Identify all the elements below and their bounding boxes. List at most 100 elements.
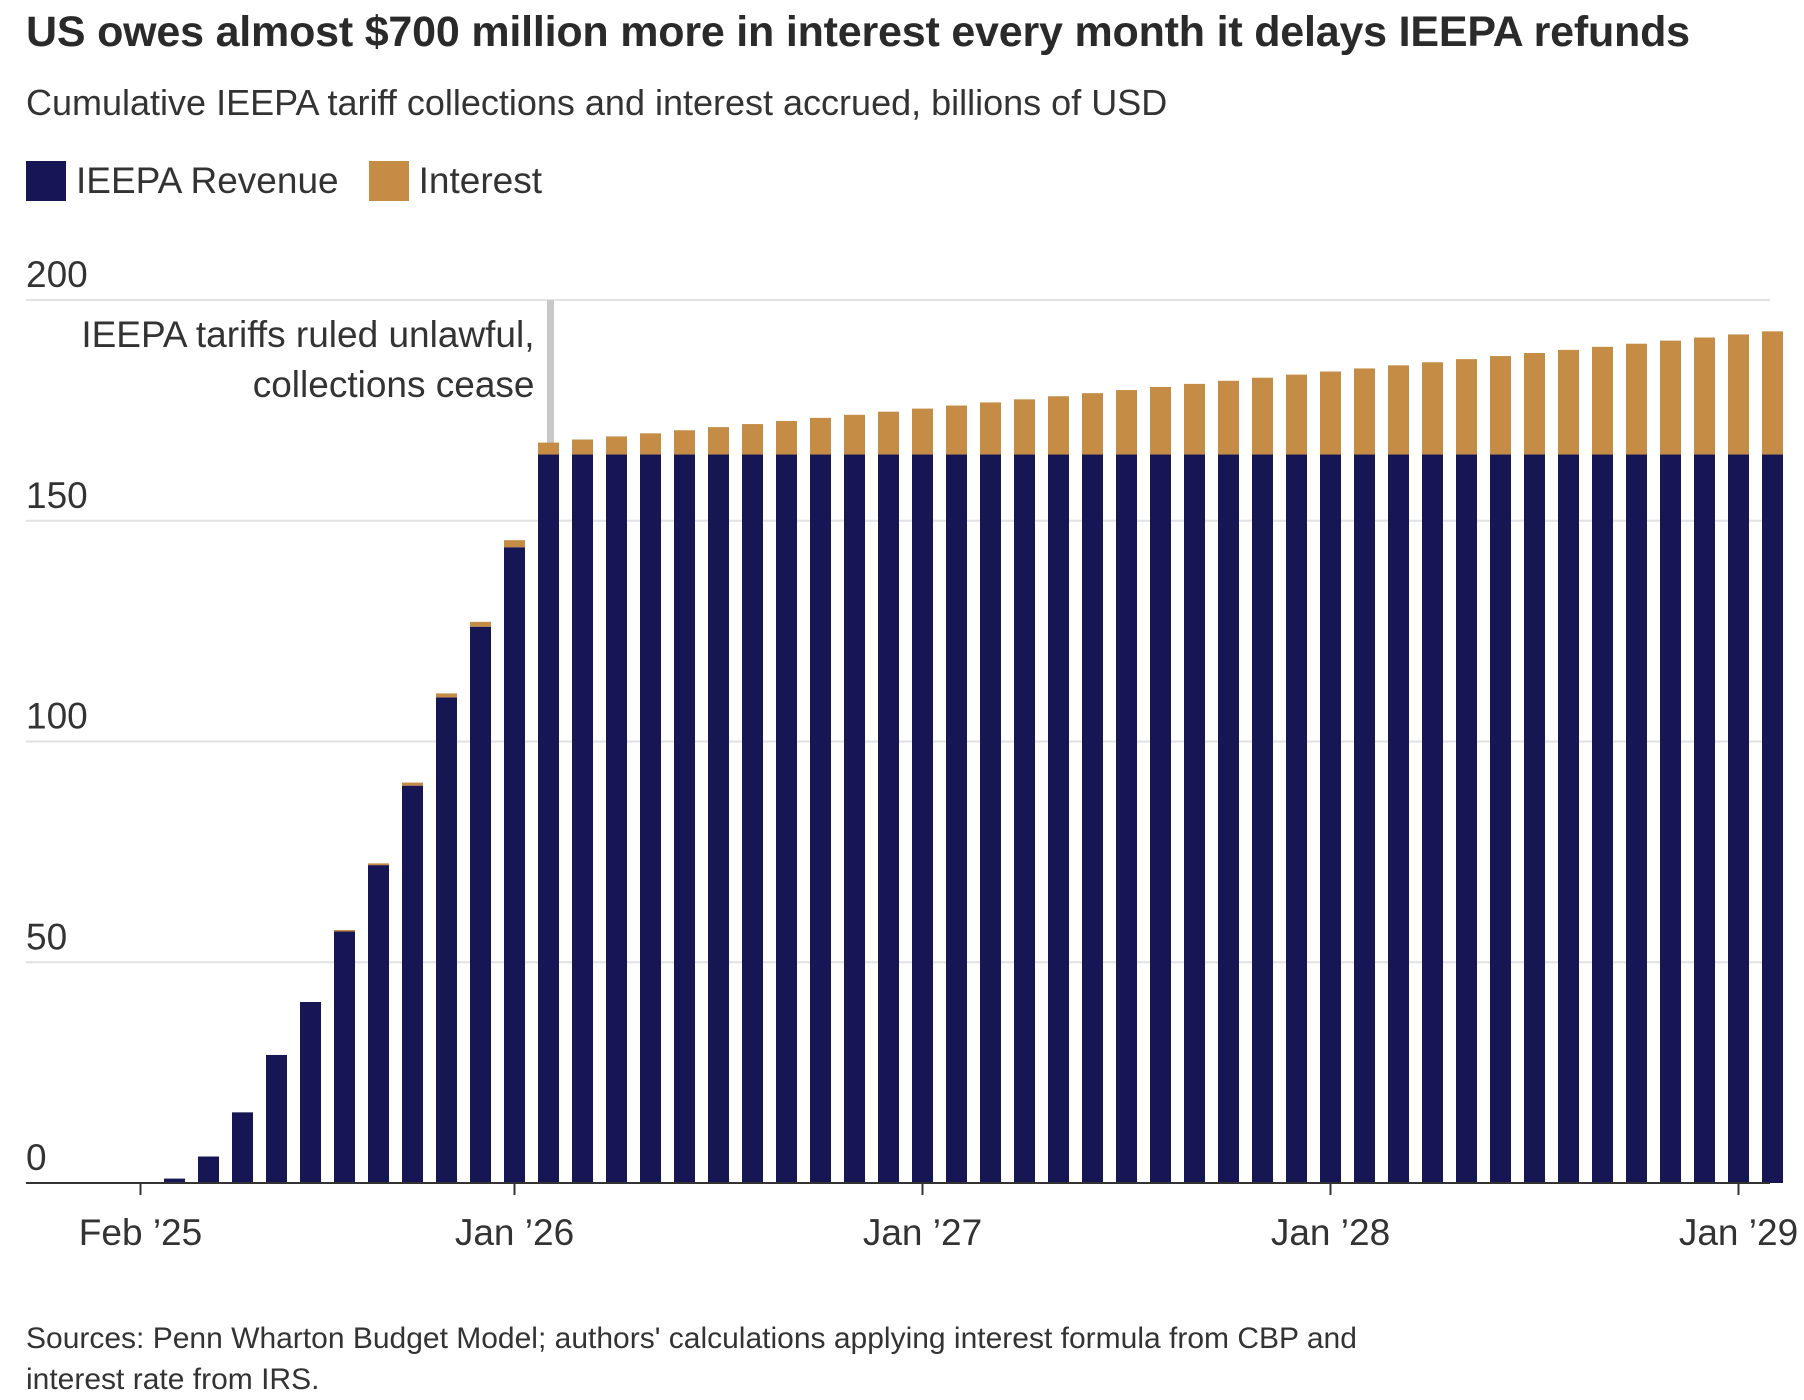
bar-chart: 0 50 100 150 200 IEEPA tariffs ruled unlawful…	[26, 254, 1798, 1253]
revenue-bar	[1762, 454, 1783, 1183]
annotation-text-line-1: IEEPA tariffs ruled unlawful,	[81, 314, 534, 355]
interest-bar	[1762, 331, 1783, 455]
interest-bar	[334, 930, 355, 932]
revenue-bar	[504, 547, 525, 1183]
revenue-bar	[1592, 454, 1613, 1183]
revenue-bar	[946, 454, 967, 1183]
interest-bar	[878, 411, 899, 455]
interest-bar	[1728, 334, 1749, 455]
interest-bar	[1422, 362, 1443, 455]
interest-bar	[1252, 377, 1273, 455]
interest-bar	[1626, 343, 1647, 455]
interest-bar	[810, 417, 831, 455]
interest-bar	[470, 621, 491, 627]
interest-bar	[1286, 374, 1307, 455]
interest-bar	[708, 427, 729, 455]
revenue-bar	[1728, 454, 1749, 1183]
x-tick-label: Jan ’26	[455, 1212, 574, 1253]
revenue-bar	[1388, 454, 1409, 1183]
x-tick-label: Jan ’27	[863, 1212, 982, 1253]
chart-title: US owes almost $700 million more in inte…	[26, 8, 1690, 56]
revenue-bar	[1694, 454, 1715, 1183]
revenue-bar	[436, 697, 457, 1183]
interest-bar	[1660, 340, 1681, 455]
source-line-1: Sources: Penn Wharton Budget Model; auth…	[26, 1322, 1357, 1355]
revenue-bar	[1626, 454, 1647, 1183]
revenue-bar	[300, 1001, 321, 1183]
revenue-bar	[1184, 454, 1205, 1183]
revenue-bar	[232, 1112, 253, 1183]
legend-label-interest: Interest	[418, 160, 543, 201]
legend-swatch-revenue	[26, 161, 66, 201]
revenue-bar	[538, 454, 559, 1183]
interest-bar	[1388, 365, 1409, 455]
interest-bar	[1150, 386, 1171, 455]
interest-bar	[1456, 359, 1477, 455]
legend-item-interest: Interest	[368, 160, 543, 202]
y-tick-label: 100	[26, 696, 88, 737]
source-line-2: interest rate from IRS.	[26, 1363, 320, 1396]
interest-bar	[402, 782, 423, 786]
revenue-bar	[776, 454, 797, 1183]
revenue-bar	[1354, 454, 1375, 1183]
interest-bar	[1082, 393, 1103, 455]
interest-bar	[1558, 349, 1579, 455]
interest-bar	[1592, 346, 1613, 455]
source-note: Sources: Penn Wharton Budget Model; auth…	[26, 1318, 1626, 1400]
interest-bar	[368, 863, 389, 866]
interest-bar	[912, 408, 933, 455]
y-tick-label: 50	[26, 916, 67, 957]
revenue-bar	[674, 454, 695, 1183]
interest-bar	[1218, 380, 1239, 455]
revenue-bar	[1320, 454, 1341, 1183]
revenue-bar	[606, 454, 627, 1183]
legend: IEEPA Revenue Interest	[26, 160, 572, 202]
legend-swatch-interest	[368, 161, 409, 201]
x-tick-label: Jan ’29	[1679, 1212, 1798, 1253]
revenue-bar	[1218, 454, 1239, 1183]
interest-bar	[504, 540, 525, 548]
interest-bar	[606, 436, 627, 455]
interest-bar	[538, 442, 559, 455]
revenue-bar	[980, 454, 1001, 1183]
revenue-bar	[1150, 454, 1171, 1183]
interest-bar	[1116, 390, 1137, 455]
interest-bar	[1354, 368, 1375, 455]
revenue-bar	[1422, 454, 1443, 1183]
interest-bar	[742, 424, 763, 455]
interest-bar	[1694, 337, 1715, 455]
interest-bar	[1014, 399, 1035, 455]
revenue-bar	[742, 454, 763, 1183]
interest-bar	[1490, 356, 1511, 455]
interest-bar	[1184, 383, 1205, 455]
interest-bar	[572, 439, 593, 455]
legend-item-revenue: IEEPA Revenue	[26, 160, 339, 202]
revenue-bar	[1082, 454, 1103, 1183]
revenue-bar	[912, 454, 933, 1183]
y-tick-label: 0	[26, 1137, 47, 1178]
y-tick-label: 200	[26, 254, 88, 295]
revenue-bar	[402, 785, 423, 1183]
interest-bar	[436, 693, 457, 698]
x-tick-label: Feb ’25	[79, 1212, 202, 1253]
revenue-bar	[368, 865, 389, 1183]
revenue-bar	[1014, 454, 1035, 1183]
legend-label-revenue: IEEPA Revenue	[76, 160, 339, 201]
interest-bar	[1524, 352, 1545, 455]
revenue-bar	[572, 454, 593, 1183]
revenue-bar	[844, 454, 865, 1183]
revenue-bar	[334, 931, 355, 1183]
y-tick-label: 150	[26, 475, 88, 516]
revenue-bar	[1252, 454, 1273, 1183]
revenue-bar	[1490, 454, 1511, 1183]
chart-subtitle: Cumulative IEEPA tariff collections and …	[26, 82, 1168, 123]
interest-bar	[640, 433, 661, 455]
revenue-bar	[810, 454, 831, 1183]
revenue-bar	[640, 454, 661, 1183]
interest-bar	[1048, 396, 1069, 455]
revenue-bar	[1048, 454, 1069, 1183]
x-tick-label: Jan ’28	[1271, 1212, 1390, 1253]
revenue-bar	[266, 1054, 287, 1183]
interest-bar	[674, 430, 695, 455]
interest-bar	[1320, 371, 1341, 455]
